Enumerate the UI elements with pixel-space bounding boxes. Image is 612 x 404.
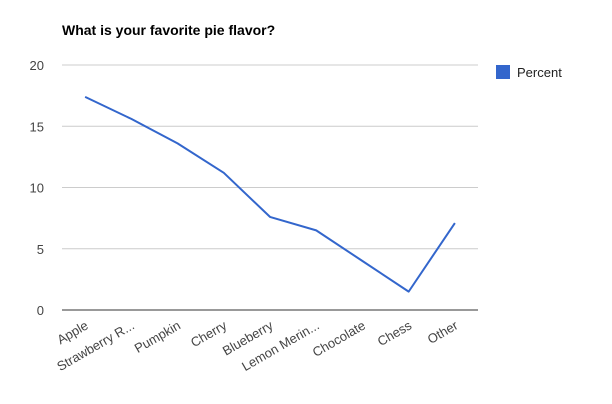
y-tick-label: 5 (37, 242, 44, 257)
y-tick-label: 0 (37, 303, 44, 318)
y-tick-label: 10 (30, 181, 44, 196)
data-point[interactable] (222, 171, 226, 175)
y-axis-ticks: 0 5 10 15 20 (30, 58, 44, 318)
series-layer (83, 95, 457, 294)
legend-swatch (496, 65, 510, 79)
chart-title: What is your favorite pie flavor? (62, 22, 276, 38)
x-tick-label: Other (425, 317, 461, 347)
y-tick-label: 15 (30, 119, 44, 134)
x-tick-label: Chocolate (310, 318, 368, 360)
data-point[interactable] (407, 290, 411, 294)
data-point[interactable] (360, 259, 364, 263)
data-point[interactable] (453, 221, 457, 225)
data-point[interactable] (83, 95, 87, 99)
gridlines (62, 64, 478, 311)
data-point[interactable] (129, 117, 133, 121)
legend-label: Percent (517, 65, 562, 80)
data-point[interactable] (314, 228, 318, 232)
y-tick-label: 20 (30, 58, 44, 73)
data-point[interactable] (176, 141, 180, 145)
series-line (84, 95, 456, 293)
x-tick-label: Pumpkin (132, 318, 183, 356)
data-point[interactable] (268, 215, 272, 219)
legend: Percent (496, 65, 562, 80)
x-tick-label: Chess (375, 317, 415, 349)
